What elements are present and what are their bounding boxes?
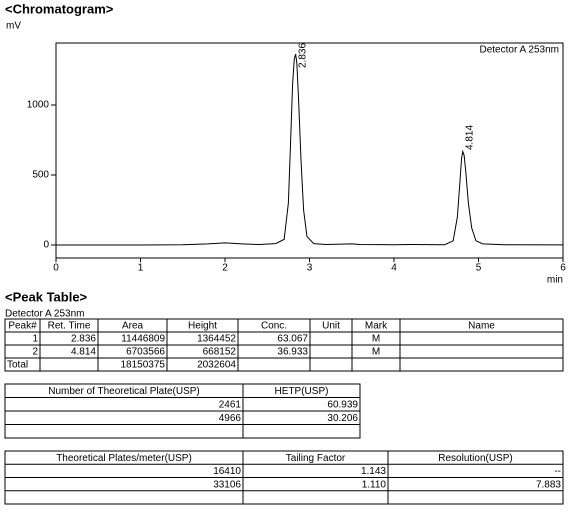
x-tick-label: 4: [391, 263, 397, 274]
x-tick-label: 2: [222, 263, 228, 274]
table-cell: 2032604: [197, 360, 236, 371]
table-cell: 11446809: [121, 334, 165, 345]
table-cell: Total: [7, 360, 28, 371]
table-cell: 2: [32, 347, 38, 358]
table-cell: 1364452: [197, 334, 236, 345]
table-cell: 4.814: [71, 347, 96, 358]
y-tick-label: 500: [32, 170, 49, 181]
column-header: HETP(USP): [275, 386, 329, 397]
table-cell: 1.143: [361, 466, 386, 477]
table-cell: 60.939: [327, 399, 358, 410]
y-tick-label: 1000: [27, 100, 50, 111]
detector-label: Detector A 253nm: [480, 45, 560, 56]
column-header: Mark: [365, 321, 388, 332]
table-cell: 16410: [213, 466, 241, 477]
column-header: Unit: [322, 321, 340, 332]
column-header: Area: [122, 321, 144, 332]
column-header: Height: [188, 321, 217, 332]
chromatogram-trace: [56, 53, 564, 246]
column-header: Tailing Factor: [286, 453, 346, 464]
x-tick-label: 1: [138, 263, 144, 274]
table-cell: 1.110: [362, 479, 387, 490]
table-cell: 2461: [219, 399, 242, 410]
column-header: Ret. Time: [48, 321, 91, 332]
plot-frame: [55, 42, 564, 259]
table-title: <Peak Table>: [5, 289, 88, 304]
column-header: Theoretical Plates/meter(USP): [56, 453, 192, 464]
table-cell: 6703566: [126, 347, 165, 358]
table-cell: 33106: [213, 479, 241, 490]
table-detector: Detector A 253nm: [5, 309, 85, 320]
peak-label: 4.814: [465, 125, 476, 150]
x-tick-label: 0: [53, 263, 59, 274]
column-header: Resolution(USP): [438, 453, 512, 464]
peak-label: 2.836: [298, 43, 309, 68]
y-tick-label: 0: [43, 240, 49, 251]
table-cell: 668152: [203, 347, 237, 358]
table-cell: 30.206: [327, 413, 358, 424]
column-header: Peak#: [8, 321, 37, 332]
table-cell: 1: [32, 334, 38, 345]
x-tick-label: 6: [560, 263, 566, 274]
table-cell: M: [372, 334, 380, 345]
chart-title: <Chromatogram>: [5, 1, 114, 16]
x-tick-label: 5: [476, 263, 482, 274]
table-cell: 36.933: [277, 347, 308, 358]
table-cell: 7.883: [536, 479, 561, 490]
table-cell: 63.067: [277, 334, 308, 345]
table-cell: --: [554, 466, 561, 477]
table-cell: 4966: [219, 413, 242, 424]
table-cell: M: [372, 347, 380, 358]
column-header: Name: [468, 321, 495, 332]
table-cell: 18150375: [121, 360, 166, 371]
x-tick-label: 3: [307, 263, 313, 274]
y-axis-label: mV: [6, 21, 21, 32]
x-axis-label: min: [547, 275, 563, 286]
table-cell: 2.836: [71, 334, 96, 345]
column-header: Conc.: [261, 321, 287, 332]
column-header: Number of Theoretical Plate(USP): [48, 386, 200, 397]
